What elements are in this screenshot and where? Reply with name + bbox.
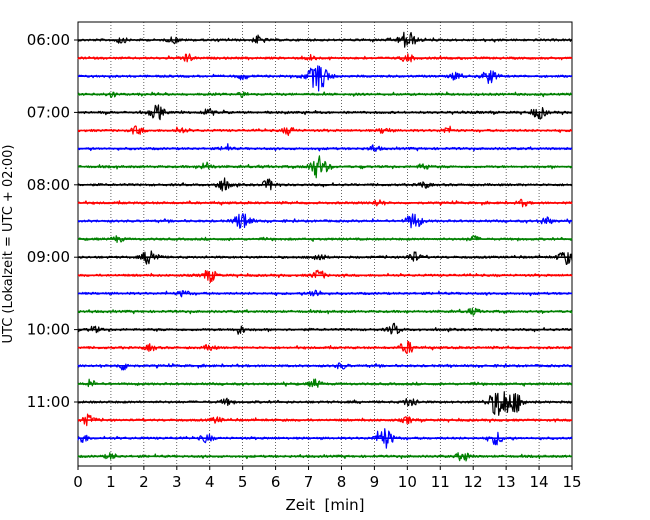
x-tick-label: 0	[73, 473, 83, 491]
x-tick-label: 6	[271, 473, 281, 491]
y-axis-title: UTC (Lokalzeit = UTC + 02:00)	[1, 145, 16, 344]
x-tick-label: 1	[106, 473, 116, 491]
seismic-trace-0730	[77, 143, 573, 152]
y-tick-label: 10:00	[27, 321, 70, 339]
x-tick-label: 4	[205, 473, 215, 491]
y-tick-label: 08:00	[27, 176, 70, 194]
seismic-trace-1000	[77, 322, 573, 335]
x-tick-label: 13	[497, 473, 516, 491]
y-tick-label: 11:00	[27, 393, 70, 411]
seismic-trace-0630	[77, 65, 573, 92]
x-tick-label: 9	[370, 473, 380, 491]
x-tick-label: 10	[398, 473, 417, 491]
x-tick-label: 5	[238, 473, 248, 491]
x-tick-label: 12	[464, 473, 483, 491]
x-tick-label: 7	[304, 473, 314, 491]
y-tick-label: 06:00	[27, 31, 70, 49]
x-tick-label: 14	[530, 473, 549, 491]
seismic-traces	[77, 31, 573, 462]
y-tick-label: 09:00	[27, 248, 70, 266]
y-axis-ticks: 06:00 07:00 08:00 09:00 10:00 11:00	[27, 31, 78, 411]
seismic-trace-1100	[77, 391, 573, 416]
y-tick-label: 07:00	[27, 103, 70, 121]
x-tick-label: 3	[172, 473, 182, 491]
x-axis-title: Zeit [min]	[285, 496, 364, 514]
x-tick-label: 15	[562, 473, 581, 491]
plot-area-frame	[77, 21, 573, 467]
x-tick-label: 2	[139, 473, 149, 491]
grid-lines	[110, 22, 540, 466]
seismic-trace-0915	[77, 269, 573, 284]
x-tick-label: 8	[337, 473, 347, 491]
x-tick-label: 11	[431, 473, 450, 491]
x-axis-ticks: 0 1 2 3 4 5 6 7 8 9 10 11 12 13 14 15	[73, 466, 582, 491]
